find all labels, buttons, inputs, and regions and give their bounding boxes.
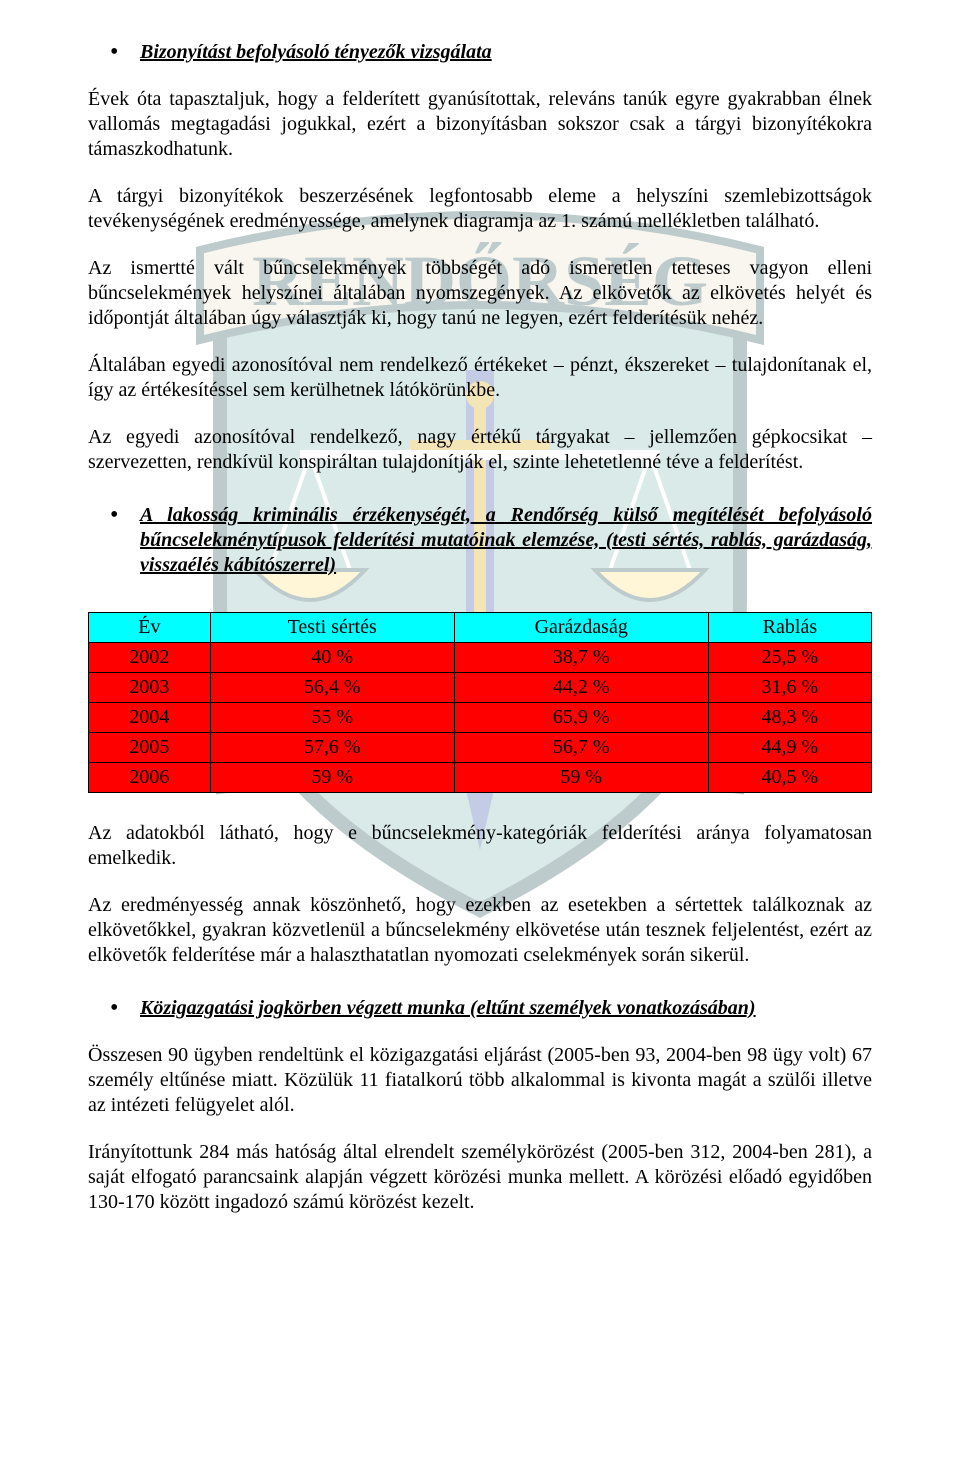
table-cell: 55 %: [210, 703, 454, 733]
table-cell: 40,5 %: [708, 763, 871, 793]
table-cell: 2004: [89, 703, 211, 733]
section1-p4: Általában egyedi azonosítóval nem rendel…: [88, 353, 872, 403]
section1-p3: Az ismertté vált bűncselekmények többség…: [88, 256, 872, 331]
section1-title: Bizonyítást befolyásoló tényezők vizsgál…: [140, 41, 492, 63]
section4-title: Közigazgatási jogkörben végzett munka (e…: [140, 997, 756, 1019]
table-cell: 56,4 %: [210, 673, 454, 703]
table-cell: 2002: [89, 643, 211, 673]
section1-p1: Évek óta tapasztaljuk, hogy a felderítet…: [88, 87, 872, 162]
table-cell: 31,6 %: [708, 673, 871, 703]
table-cell: 2006: [89, 763, 211, 793]
section2-title: A lakosság kriminális érzékenységét, a R…: [140, 504, 872, 576]
table-cell: 44,2 %: [454, 673, 708, 703]
section1-heading-list: Bizonyítást befolyásoló tényezők vizsgál…: [88, 40, 872, 65]
table-cell: 48,3 %: [708, 703, 871, 733]
table-cell: 44,9 %: [708, 733, 871, 763]
section1-p2: A tárgyi bizonyítékok beszerzésének legf…: [88, 184, 872, 234]
table-cell: 59 %: [454, 763, 708, 793]
page-content: Bizonyítást befolyásoló tényezők vizsgál…: [0, 0, 960, 1297]
section4-p2: Irányítottunk 284 más hatóság által elre…: [88, 1140, 872, 1215]
section2-heading-list: A lakosság kriminális érzékenységét, a R…: [88, 503, 872, 578]
table-header-cell: Garázdaság: [454, 613, 708, 643]
section4-heading-list: Közigazgatási jogkörben végzett munka (e…: [88, 996, 872, 1021]
table-cell: 56,7 %: [454, 733, 708, 763]
table-row: 200659 %59 %40,5 %: [89, 763, 872, 793]
section1-p5: Az egyedi azonosítóval rendelkező, nagy …: [88, 425, 872, 475]
table-cell: 57,6 %: [210, 733, 454, 763]
table-row: 200356,4 %44,2 %31,6 %: [89, 673, 872, 703]
table-row: 200240 %38,7 %25,5 %: [89, 643, 872, 673]
table-header-cell: Év: [89, 613, 211, 643]
stats-table: ÉvTesti sértésGarázdaságRablás 200240 %3…: [88, 612, 872, 793]
table-cell: 40 %: [210, 643, 454, 673]
table-row: 200557,6 %56,7 %44,9 %: [89, 733, 872, 763]
section3-p2: Az eredményesség annak köszönhető, hogy …: [88, 893, 872, 968]
table-cell: 38,7 %: [454, 643, 708, 673]
table-cell: 59 %: [210, 763, 454, 793]
stats-table-wrap: ÉvTesti sértésGarázdaságRablás 200240 %3…: [88, 612, 872, 793]
table-cell: 65,9 %: [454, 703, 708, 733]
table-cell: 2003: [89, 673, 211, 703]
section3-p1: Az adatokból látható, hogy e bűncselekmé…: [88, 821, 872, 871]
table-header-cell: Rablás: [708, 613, 871, 643]
section4-p1: Összesen 90 ügyben rendeltünk el közigaz…: [88, 1043, 872, 1118]
table-cell: 2005: [89, 733, 211, 763]
table-cell: 25,5 %: [708, 643, 871, 673]
table-row: 200455 %65,9 %48,3 %: [89, 703, 872, 733]
table-header-cell: Testi sértés: [210, 613, 454, 643]
